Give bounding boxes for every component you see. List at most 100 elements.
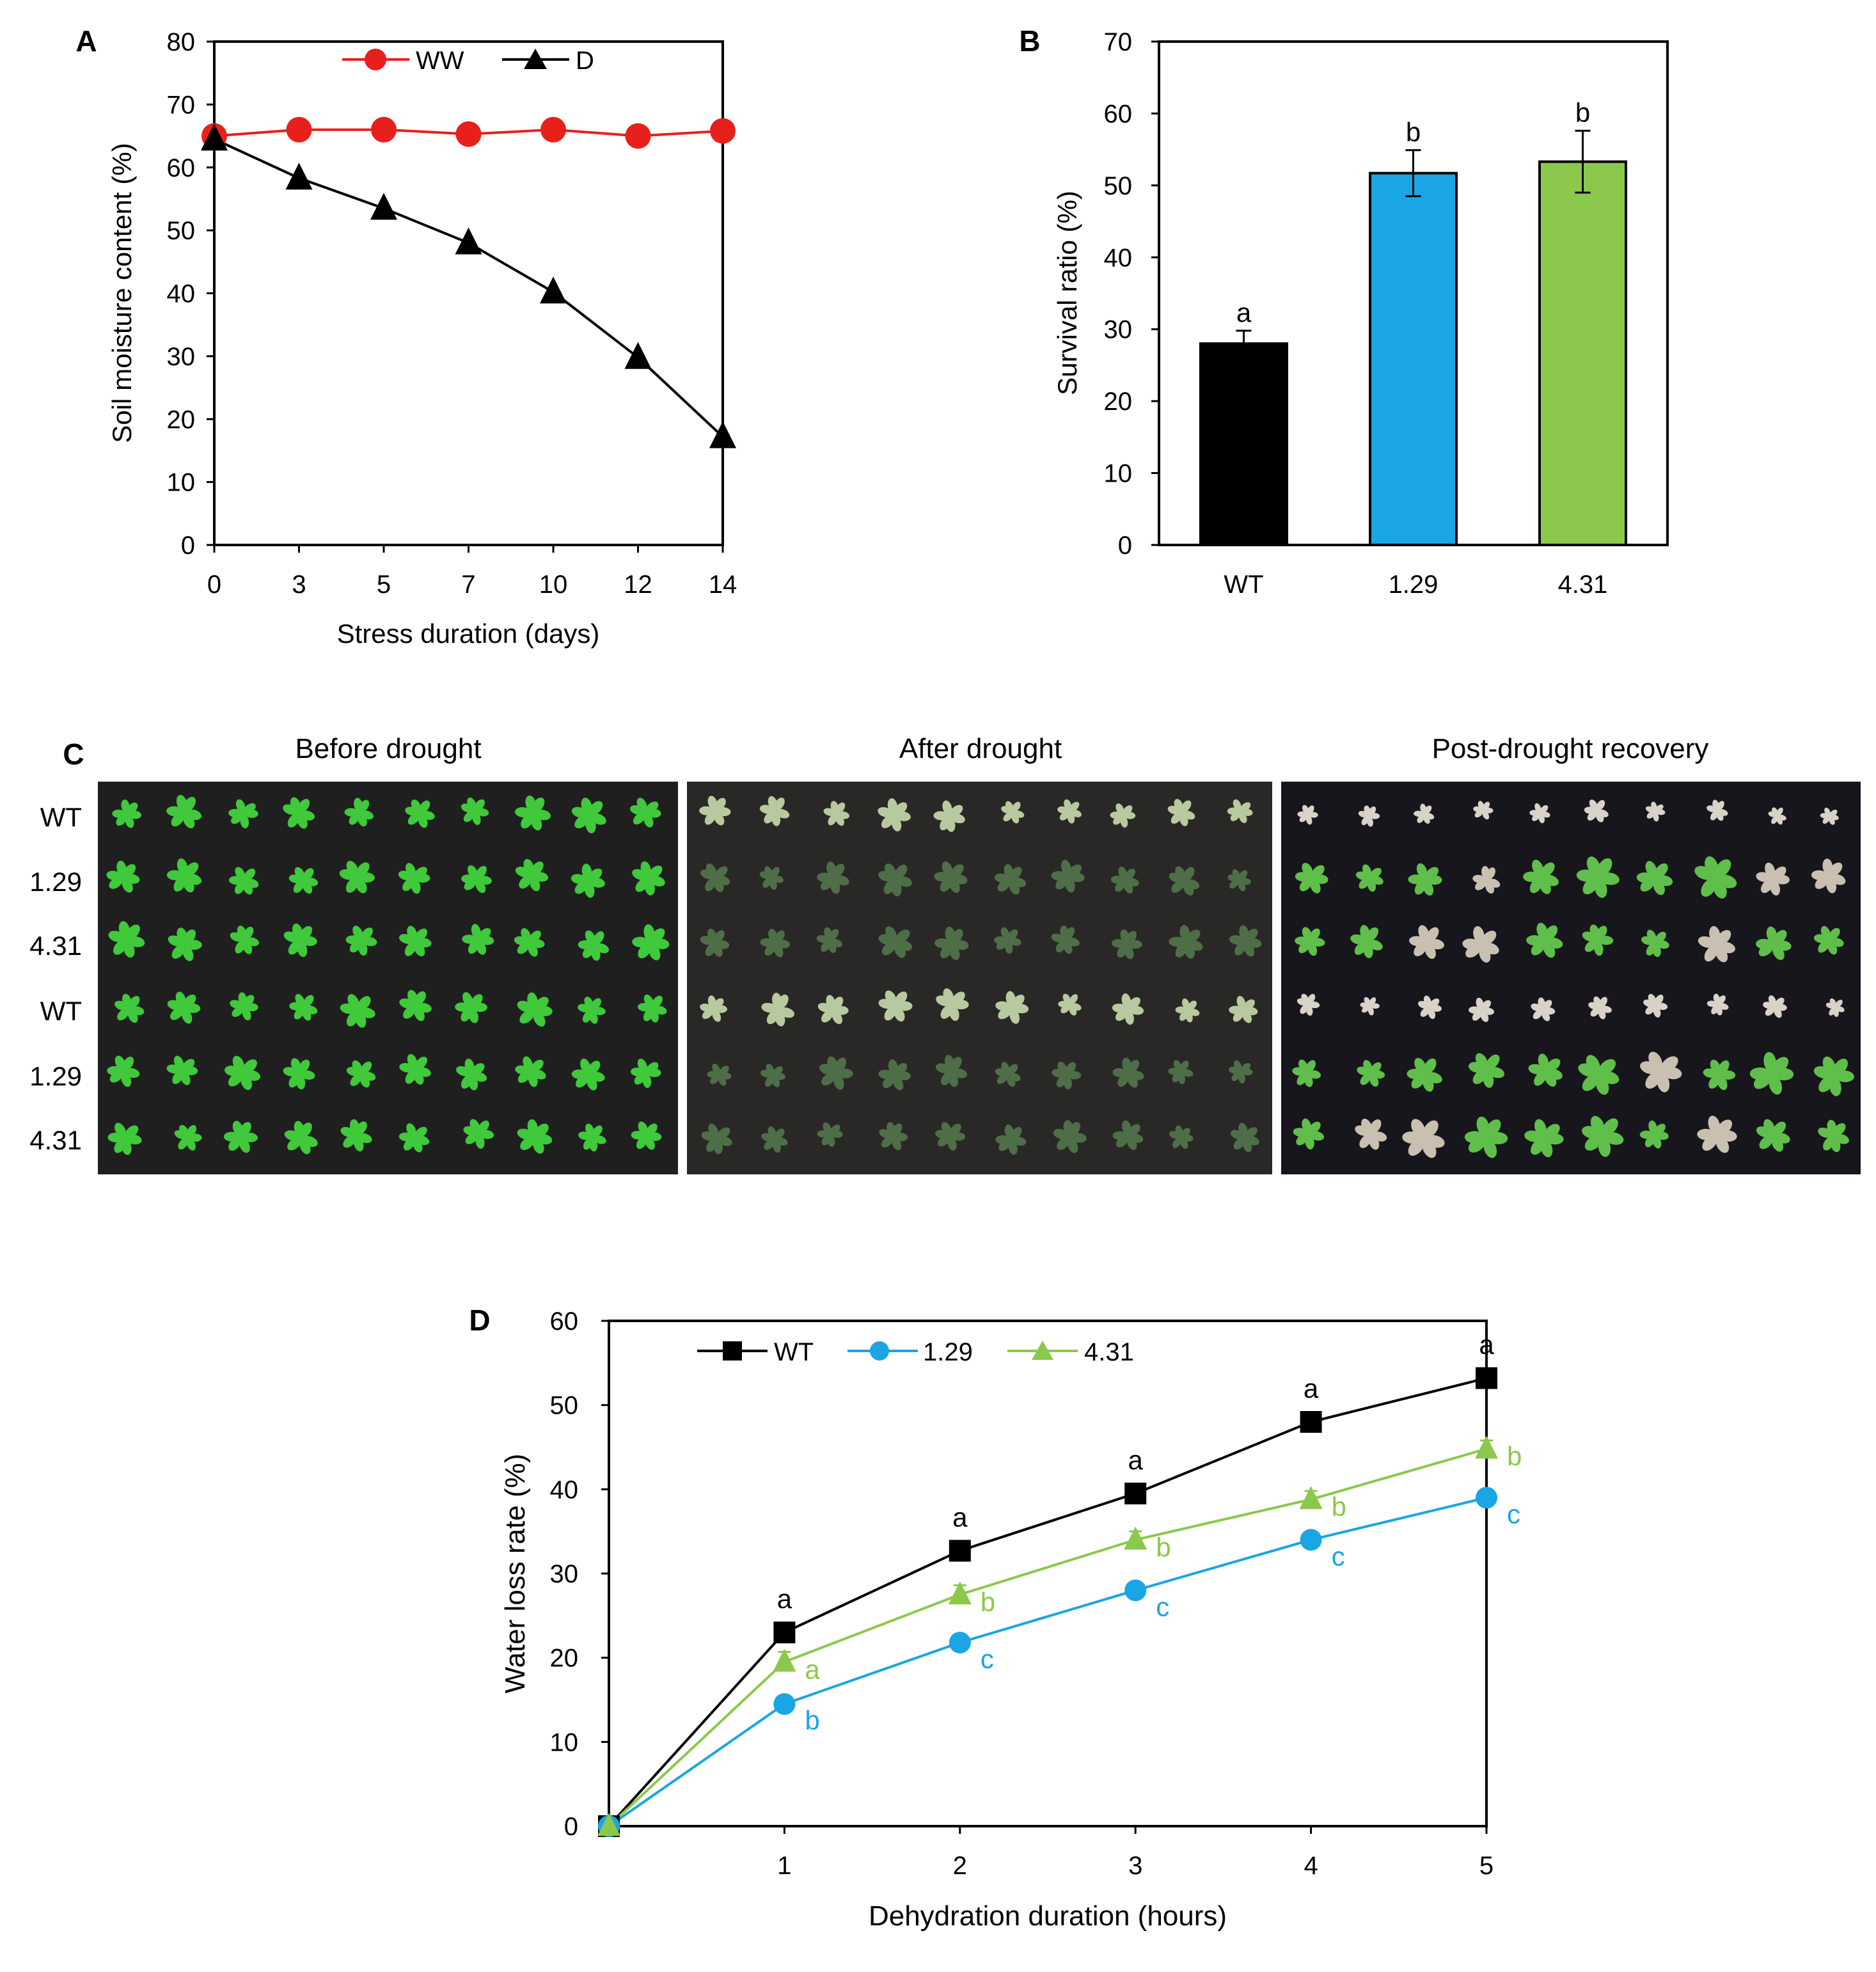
leaf [1544,1071,1557,1087]
leaf [1586,856,1601,876]
leaf [994,873,1009,883]
leaf [358,813,367,827]
rosette-center [1305,1130,1312,1137]
leaf [534,997,549,1011]
leaf [713,943,723,957]
plant [1464,1116,1508,1158]
plant [515,1056,546,1087]
leaf [764,811,775,824]
leaf [232,1006,244,1017]
rosette-center [1651,1132,1657,1138]
leaf [1486,867,1495,880]
leaf [950,805,963,817]
leaf [636,798,647,812]
significance-letter: c [981,1644,994,1674]
leaf [294,867,305,880]
leaf [950,1123,961,1136]
leaf [1243,999,1255,1011]
leaf [1478,801,1485,810]
leaf [718,1075,727,1086]
leaf [950,1057,962,1071]
plant [1053,1120,1087,1153]
leaf [1362,864,1371,877]
leaf [1424,805,1432,814]
y-tick-label: 10 [167,469,196,497]
leaf [833,864,845,878]
leaf [1066,1062,1076,1075]
rosette-center [892,1002,899,1009]
leaf [122,878,133,893]
leaf [182,945,194,961]
plant [456,1059,487,1091]
leaf [462,935,477,944]
plant [631,1121,662,1150]
leaf [1595,1076,1609,1095]
leaf [885,990,897,1005]
leaf [1064,927,1075,940]
y-tick-label: 80 [167,28,196,56]
leaf [1708,1116,1721,1134]
rosette-center [1010,809,1015,815]
leaf [1238,881,1246,892]
leaf [361,1061,372,1074]
rosette-center [237,1133,244,1140]
leaf [1423,1075,1434,1092]
leaf [346,1011,359,1027]
leaf [1661,1056,1678,1072]
leaf [302,1007,311,1021]
leaf [1297,1073,1307,1085]
plant [995,1062,1021,1087]
leaf [1305,815,1312,825]
leaf [1818,1076,1834,1092]
leaf [1123,805,1133,816]
leaf [242,1059,257,1073]
leaf [1776,807,1783,816]
leaf [1835,1000,1843,1007]
leaf [1011,812,1020,824]
leaf [1544,925,1558,940]
leaf [1708,1075,1720,1089]
rosette-center [643,1069,649,1076]
rosette-center [1240,1007,1247,1013]
leaf [1604,1132,1624,1145]
leaf [1411,1119,1426,1137]
leaf [1485,1119,1501,1137]
leaf [1655,804,1664,812]
leaf [650,928,665,943]
leaf [1701,878,1717,897]
leaf [1544,1124,1560,1139]
leaf [1012,994,1025,1008]
significance-letter: a [805,1654,820,1684]
leaf [1715,945,1728,963]
bar-1.29 [1369,171,1458,547]
leaf [358,800,370,812]
leaf [1710,1059,1721,1074]
plant [1058,993,1082,1016]
leaf [640,861,651,877]
leaf [1648,1052,1662,1070]
plant [284,1121,318,1155]
data-point-ww [710,118,736,144]
leaf [172,1071,184,1084]
leaf [1825,877,1837,894]
rosette-center [180,1004,187,1011]
leaf [114,1139,126,1153]
leaf [715,866,728,878]
leaf [242,1007,251,1021]
leaf [528,1072,538,1087]
row-label: 1.29 [29,867,82,897]
leaf [1543,942,1556,958]
leaf [1111,939,1126,948]
significance-letter: b [1507,1441,1522,1471]
leaf [1772,866,1786,880]
leaf [414,928,428,942]
leaf [895,991,908,1006]
leaf [1234,942,1247,956]
plant [1110,803,1136,828]
rosette-center [1830,1133,1837,1140]
leaf [235,867,246,880]
plant [934,861,968,893]
leaf [529,930,541,943]
significance-letter: a [1479,1330,1494,1360]
